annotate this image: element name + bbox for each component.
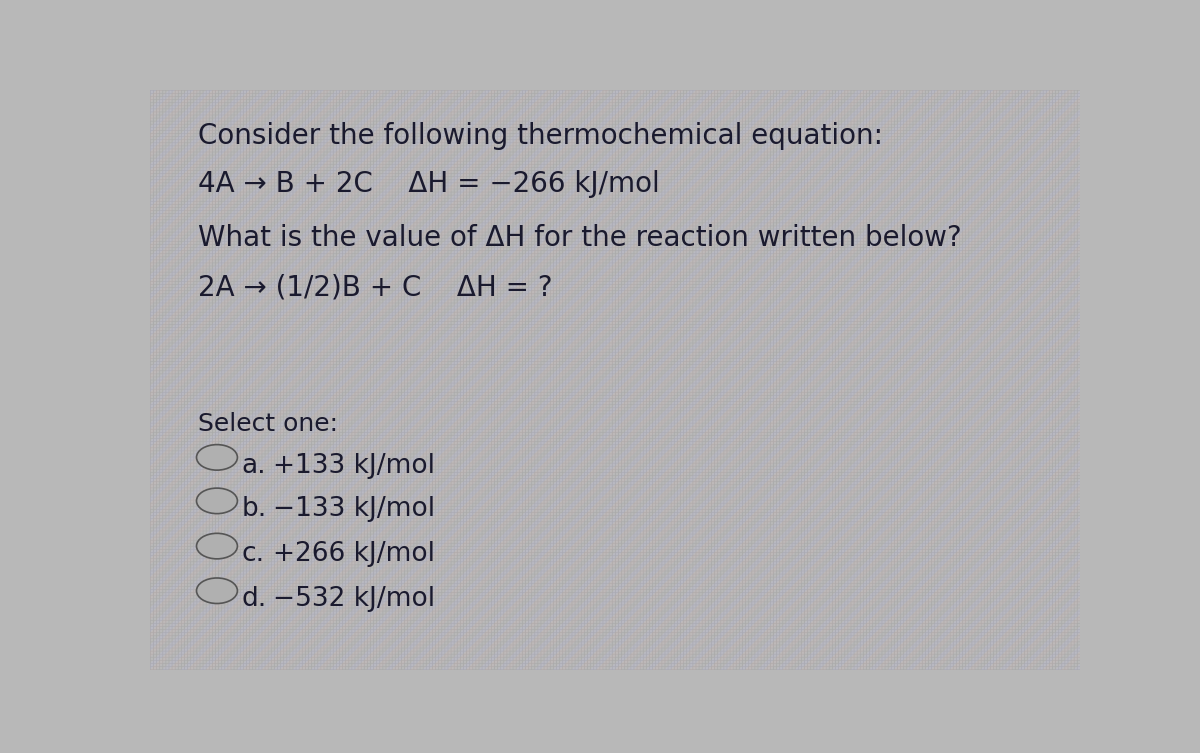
Circle shape	[197, 488, 238, 514]
Text: 4A → B + 2C    ΔH = −266 kJ/mol: 4A → B + 2C ΔH = −266 kJ/mol	[198, 170, 660, 198]
Text: −133 kJ/mol: −133 kJ/mol	[272, 496, 434, 523]
Text: d.: d.	[241, 586, 266, 612]
Text: What is the value of ΔH for the reaction written below?: What is the value of ΔH for the reaction…	[198, 224, 962, 252]
Text: 2A → (1/2)B + C    ΔH = ?: 2A → (1/2)B + C ΔH = ?	[198, 273, 553, 301]
Text: +266 kJ/mol: +266 kJ/mol	[272, 541, 434, 568]
Circle shape	[197, 578, 238, 603]
Circle shape	[197, 444, 238, 470]
Circle shape	[197, 533, 238, 559]
Text: a.: a.	[241, 453, 265, 479]
Text: c.: c.	[241, 541, 264, 568]
Text: −532 kJ/mol: −532 kJ/mol	[272, 586, 434, 612]
Text: b.: b.	[241, 496, 266, 523]
Text: Consider the following thermochemical equation:: Consider the following thermochemical eq…	[198, 122, 883, 151]
Text: +133 kJ/mol: +133 kJ/mol	[272, 453, 434, 479]
Text: Select one:: Select one:	[198, 412, 338, 436]
